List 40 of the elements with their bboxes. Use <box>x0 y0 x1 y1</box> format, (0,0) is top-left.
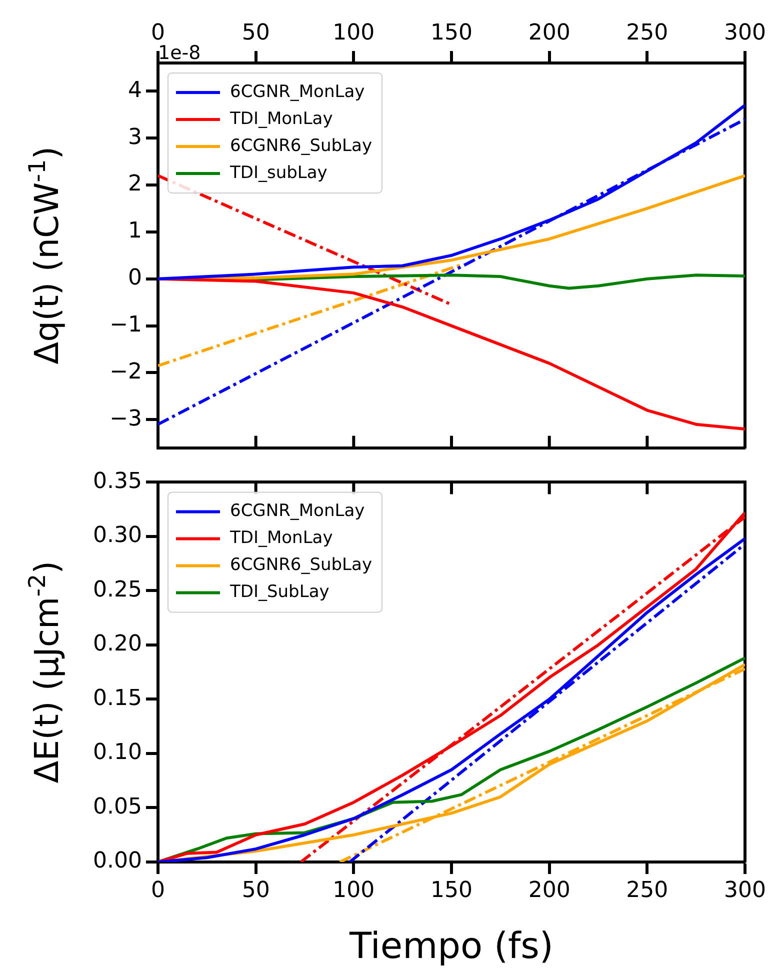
y-axis-title: Δq(t) (nCW-1) <box>24 146 66 364</box>
y-tick-label: 0.15 <box>93 686 142 711</box>
x-tick-label: 50 <box>242 878 270 903</box>
y-axis-title: ΔE(t) (μJcm-2) <box>24 560 66 784</box>
legend-label: TDI_SubLay <box>229 582 330 602</box>
y-tick-label: −3 <box>110 406 142 432</box>
legend-label: TDI_MonLay <box>229 528 333 548</box>
x-tick-label: 300 <box>724 878 766 903</box>
legend-label: 6CGNR6_SubLay <box>230 136 372 156</box>
y-tick-label: −2 <box>110 359 142 384</box>
legend-label: 6CGNR6_SubLay <box>230 555 372 576</box>
legend-label: 6CGNR_MonLay <box>230 82 365 102</box>
y-tick-label: 2 <box>128 172 142 197</box>
y-tick-label: 0.35 <box>93 468 142 494</box>
y-tick-label: 0.20 <box>93 632 142 657</box>
legend-label: TDI_MonLay <box>229 108 333 129</box>
y-tick-label: 0.25 <box>93 577 142 602</box>
x-tick-label: 150 <box>430 20 472 46</box>
y-tick-label: 0.30 <box>93 523 142 548</box>
x-tick-label: 250 <box>626 878 668 903</box>
y-tick-label: 3 <box>128 124 142 150</box>
legend-label: TDI_subLay <box>229 162 328 183</box>
x-tick-label: 200 <box>528 878 570 903</box>
x-tick-label: 50 <box>242 20 270 46</box>
x-tick-label: 100 <box>332 878 375 903</box>
y-tick-label: 1 <box>128 218 142 244</box>
legend-label: 6CGNR_MonLay <box>230 501 365 522</box>
y-tick-label: −1 <box>110 312 142 338</box>
y-tick-label: 0 <box>128 266 142 291</box>
y-tick-label: 4 <box>128 78 142 103</box>
y-tick-label: 0.00 <box>93 848 142 874</box>
x-tick-label: 200 <box>528 20 570 46</box>
y-tick-label: 0.10 <box>93 740 142 766</box>
x-tick-label: 100 <box>332 20 375 46</box>
x-tick-label: 150 <box>430 878 472 903</box>
x-tick-label: 0 <box>151 878 165 903</box>
y-tick-label: 0.05 <box>93 794 142 820</box>
x-axis-title: Tiempo (fs) <box>348 926 554 967</box>
x-tick-label: 300 <box>724 20 766 46</box>
x-tick-label: 250 <box>626 20 668 46</box>
